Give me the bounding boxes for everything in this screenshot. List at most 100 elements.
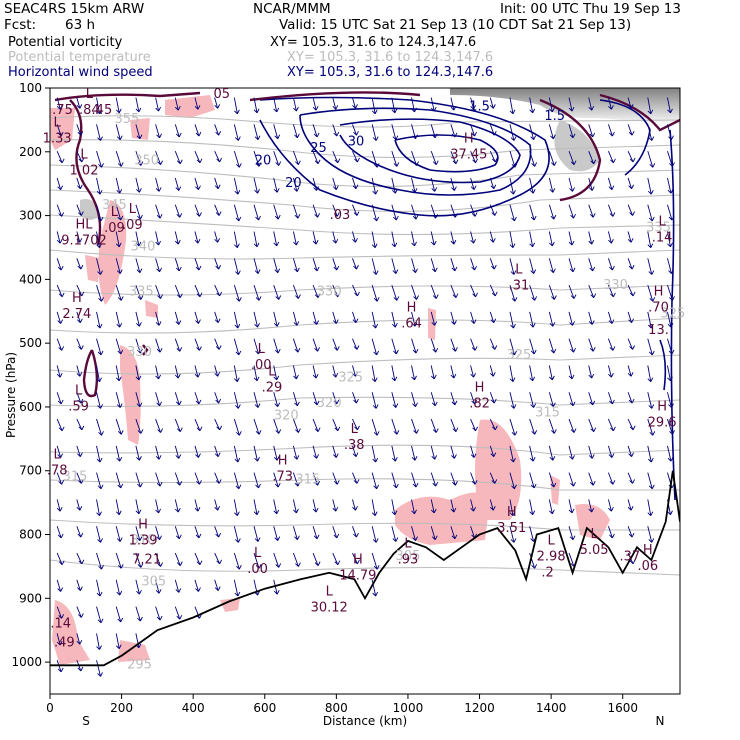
wind-arrow	[411, 338, 419, 354]
wind-label: 30	[348, 134, 365, 149]
wind-arrow	[529, 311, 536, 328]
wind-arrow	[332, 472, 340, 485]
high-pv-shading-2	[554, 120, 600, 172]
pv-fill	[395, 492, 490, 545]
extremum-marker: L.31	[509, 262, 530, 293]
theta-label: 355	[115, 112, 140, 127]
wind-arrow	[607, 177, 615, 190]
wind-arrow	[667, 418, 675, 435]
wind-arrow	[509, 284, 518, 302]
pv-contour	[69, 99, 102, 246]
wind-arrow	[411, 445, 418, 461]
wind-arrow	[667, 284, 675, 301]
wind-arrow	[430, 472, 439, 487]
wind-arrow	[647, 258, 655, 275]
wind-arrow	[214, 97, 221, 109]
wind-arrow	[135, 177, 142, 193]
wind-arrow	[253, 365, 260, 382]
wind-arrow	[332, 97, 339, 110]
wind-arrow	[233, 418, 242, 436]
org-title: NCAR/MMM	[253, 1, 331, 17]
wind-arrow	[391, 526, 399, 542]
wind-arrow	[56, 552, 65, 566]
wind-arrow	[96, 151, 104, 168]
wind-arrow	[627, 231, 634, 243]
wind-arrow	[233, 97, 240, 115]
wind-arrow	[548, 418, 557, 434]
wind-arrow	[529, 392, 537, 408]
pv-fill	[98, 200, 127, 305]
wind-arrow	[174, 338, 183, 352]
wind-arrow	[312, 124, 320, 138]
wind-arrow	[273, 338, 281, 354]
wind-arrow	[548, 284, 557, 300]
wind-arrow	[391, 311, 398, 328]
plot-frame	[49, 87, 681, 695]
wind-arrow	[194, 177, 201, 190]
extremum-value: .49	[54, 636, 75, 651]
wind-arrow	[332, 311, 339, 324]
wind-arrow	[588, 231, 595, 245]
y-axis-ticks: 100 200 300 400 500 600 700 800 900 1000	[11, 81, 50, 669]
wind-arrow	[96, 284, 104, 302]
wind-arrow	[76, 365, 83, 377]
wind-arrow	[430, 365, 437, 380]
wind-arrow	[194, 338, 202, 351]
wind-arrow	[312, 177, 319, 191]
wind-arrow	[273, 579, 280, 595]
wind-contour	[299, 107, 532, 196]
theta-contour	[50, 139, 680, 159]
wind-arrow	[647, 472, 655, 490]
wind-arrow	[607, 258, 615, 271]
wind-arrow	[115, 284, 124, 301]
wind-arrow	[253, 231, 260, 248]
wind-arrow	[647, 445, 654, 463]
extremum-value: 3.51	[497, 521, 526, 536]
wind-arrow	[529, 177, 536, 194]
wind-arrow	[312, 445, 319, 459]
wind-arrow	[233, 151, 242, 168]
wind-arrow	[115, 151, 124, 167]
wind-arrow	[332, 258, 340, 271]
wind-arrow	[391, 392, 399, 408]
extremum-type: L	[254, 546, 262, 561]
wind-arrow	[155, 579, 162, 594]
wind-arrow	[568, 150, 577, 165]
wind-arrow	[253, 177, 260, 194]
extremum-value: .00	[247, 562, 268, 577]
wind-arrow	[174, 579, 182, 593]
wind-arrow	[96, 231, 102, 249]
wind-arrow	[529, 499, 536, 516]
wind-arrow	[115, 311, 123, 328]
wind-arrow	[96, 311, 103, 329]
wind-arrow	[371, 151, 380, 168]
wind-arrow	[115, 472, 124, 489]
wind-arrow	[568, 365, 575, 380]
wind-arrow	[155, 124, 162, 139]
wind-arrow	[529, 258, 537, 274]
x-tick-label: 600	[253, 701, 276, 715]
extremum-marker: .37	[620, 549, 641, 564]
x-axis-label: Distance (km)	[323, 714, 407, 728]
wind-arrow	[135, 151, 144, 166]
wind-arrow	[233, 579, 241, 597]
wind-arrow	[489, 338, 498, 350]
wind-arrow	[155, 284, 163, 299]
wind-arrow	[115, 204, 124, 221]
wind-arrow	[568, 97, 575, 112]
wind-arrow	[470, 418, 478, 432]
extremum-value: .59	[68, 400, 89, 415]
extremum-marker: H.73	[272, 454, 293, 485]
wind-arrow	[588, 124, 596, 138]
wind-arrow	[667, 392, 674, 408]
wind-arrow	[96, 552, 104, 570]
wind-arrow	[627, 526, 635, 538]
wind-arrow	[115, 499, 122, 516]
wind-arrow	[214, 231, 221, 243]
wind-arrow	[509, 177, 516, 195]
wind-arrow	[76, 124, 84, 136]
wind-arrow	[568, 338, 576, 353]
wind-arrow	[391, 124, 399, 140]
wind-arrow	[273, 552, 282, 568]
wind-arrow	[135, 445, 142, 461]
